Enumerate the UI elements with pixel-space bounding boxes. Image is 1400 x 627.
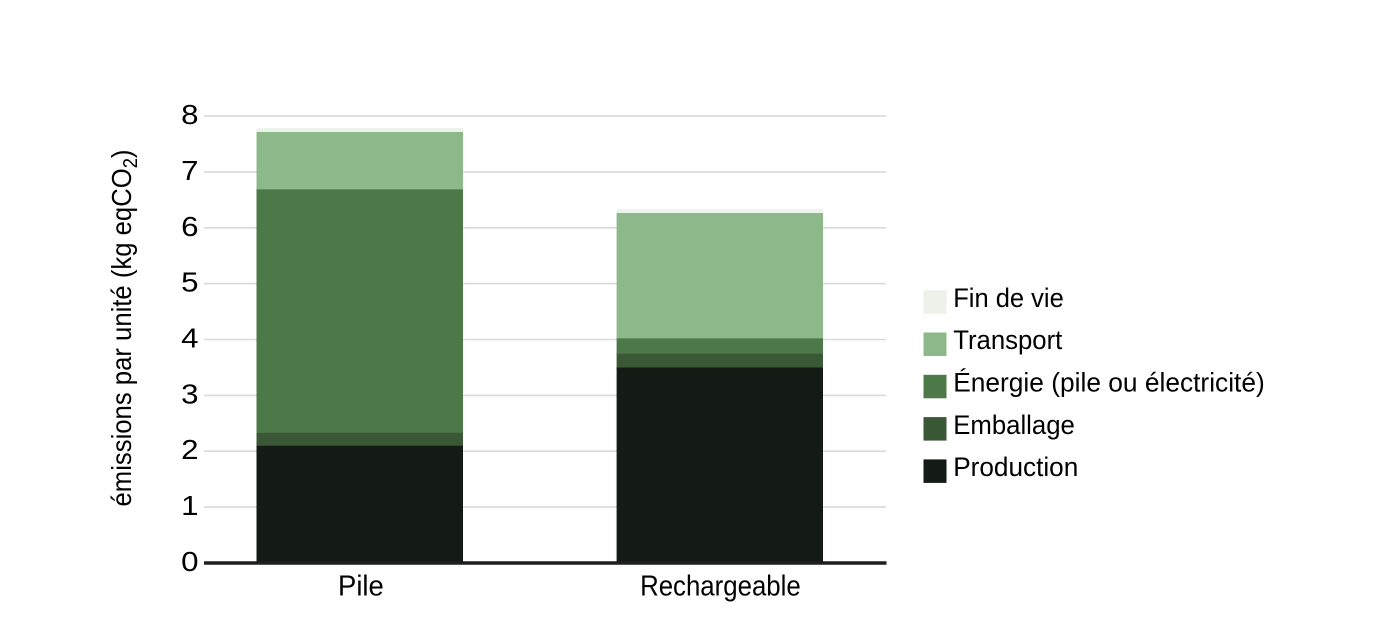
svg-text:émissions par unité (kg eqCO2): émissions par unité (kg eqCO2) — [106, 150, 142, 507]
svg-text:5: 5 — [181, 267, 198, 298]
svg-text:Énergie (pile ou électricité): Énergie (pile ou électricité) — [953, 367, 1265, 397]
svg-text:8: 8 — [181, 99, 198, 130]
svg-text:7: 7 — [181, 155, 198, 186]
svg-text:Pile: Pile — [338, 569, 384, 602]
svg-text:0: 0 — [181, 546, 198, 577]
svg-text:1: 1 — [181, 490, 198, 521]
svg-text:Transport: Transport — [953, 325, 1063, 356]
svg-text:4: 4 — [181, 323, 198, 354]
svg-text:3: 3 — [181, 378, 198, 409]
svg-text:Rechargeable: Rechargeable — [640, 569, 801, 602]
svg-text:Production: Production — [953, 452, 1078, 482]
svg-text:Emballage: Emballage — [953, 409, 1075, 440]
svg-text:Fin de vie: Fin de vie — [953, 282, 1064, 313]
svg-text:2: 2 — [181, 434, 198, 465]
svg-text:6: 6 — [181, 211, 198, 242]
